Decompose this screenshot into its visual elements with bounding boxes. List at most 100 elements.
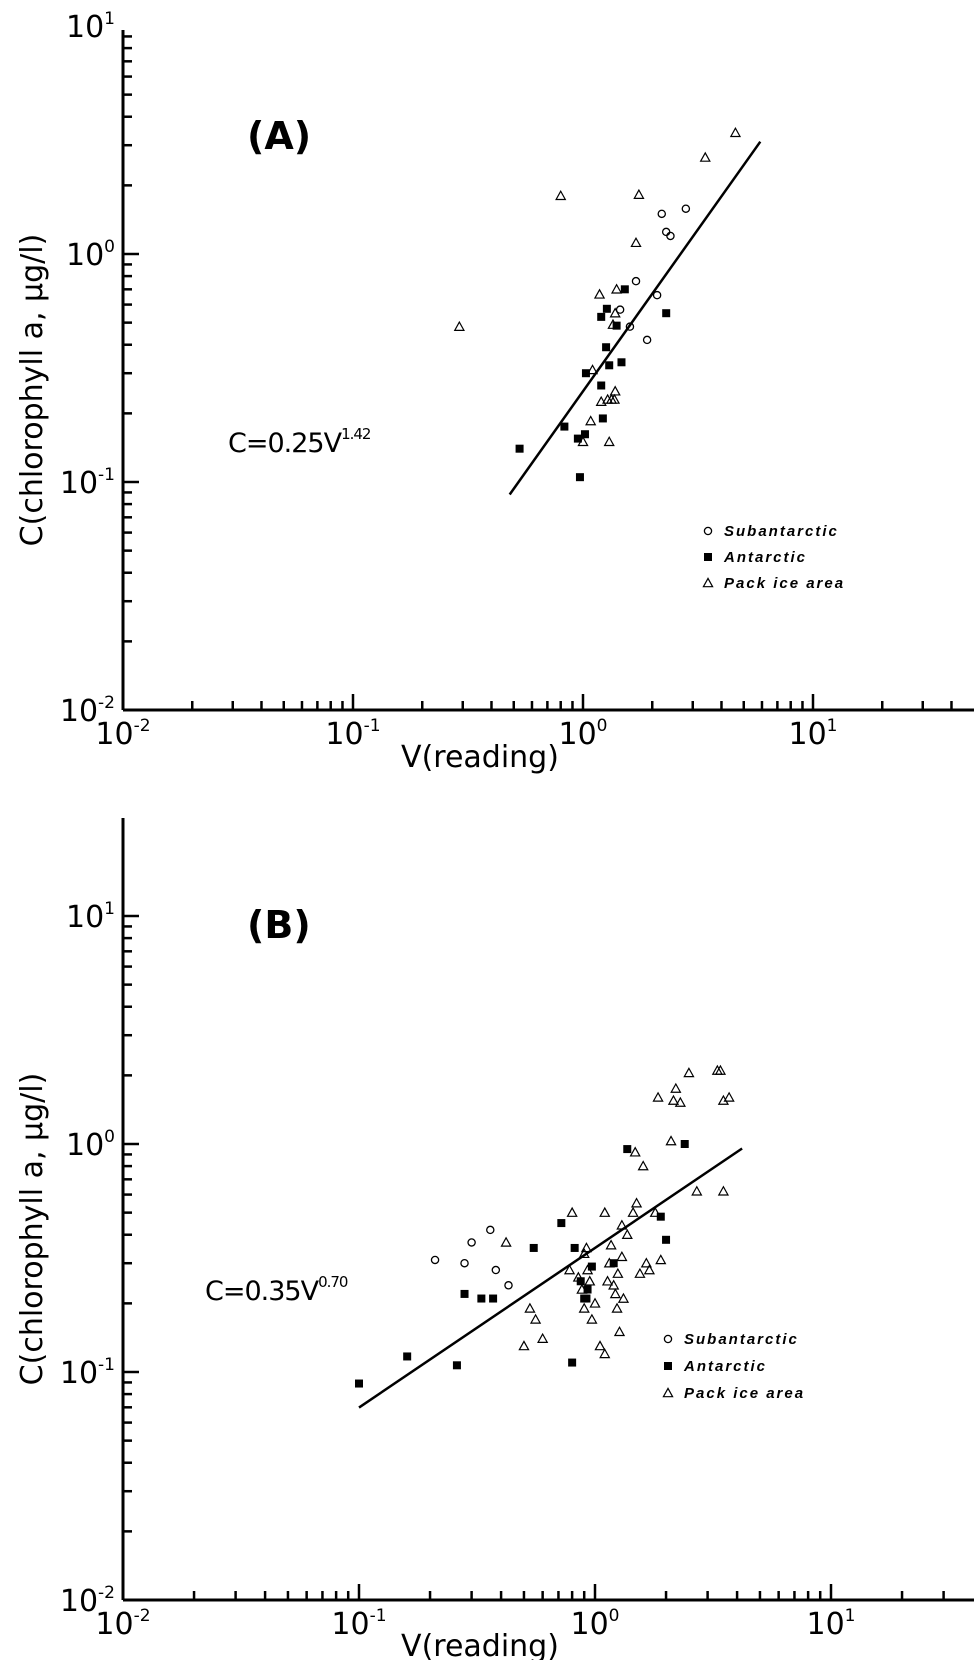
subantarctic-point — [642, 335, 652, 345]
pack-ice-point — [605, 1239, 617, 1250]
pack-ice-point — [609, 307, 621, 318]
pack-ice-point — [640, 1257, 652, 1268]
antarctic-point — [587, 1262, 596, 1271]
x-tick-base: 10 — [95, 1607, 133, 1642]
y-tick-exponent: 1 — [104, 899, 115, 919]
x-tick-exponent: 0 — [597, 716, 608, 736]
subantarctic-point — [666, 231, 675, 241]
y-axis-label: C(chlorophyll a, µg/l) — [15, 1073, 50, 1386]
x-tick-exponent: -1 — [364, 716, 381, 736]
pack-ice-point — [578, 1302, 590, 1313]
pack-ice-point — [630, 1197, 643, 1208]
x-tick-label: 100 — [558, 716, 607, 752]
pack-ice-point — [608, 1279, 620, 1290]
pack-ice-point — [599, 1206, 611, 1217]
fit-equation: C=0.35V0.70 — [205, 1273, 348, 1307]
x-tick-exponent: 1 — [827, 716, 838, 736]
pack-ice-point — [578, 1247, 590, 1259]
y-tick-exponent: 1 — [104, 9, 115, 29]
pack-ice-point — [634, 1267, 646, 1278]
x-tick-base: 10 — [558, 717, 596, 752]
pack-ice-point — [608, 393, 621, 404]
pack-ice-point — [616, 1250, 628, 1262]
antarctic-point — [560, 422, 569, 431]
pack-ice-point — [555, 189, 567, 201]
chart-panel-a: 10-2 10-1 100 10110-210-1100101V(reading)C(… — [15, 9, 974, 775]
subantarctic-legend-label: Subantarctic — [684, 1331, 799, 1348]
antarctic-point — [580, 430, 589, 439]
y-tick-exponent: 0 — [104, 237, 115, 257]
y-tick-exponent: -1 — [98, 1355, 115, 1375]
y-tick-base: 10 — [60, 466, 98, 501]
fit-equation-base: C=0.35V — [205, 1276, 320, 1307]
pack-ice-point — [537, 1332, 549, 1343]
x-tick-label: 10-1 — [325, 716, 380, 752]
y-tick-label: 101 — [66, 9, 115, 45]
pack-ice-point — [611, 1302, 623, 1313]
y-tick-base: 10 — [60, 694, 98, 729]
x-tick-exponent: -1 — [370, 1606, 387, 1626]
pack-ice-point — [453, 320, 465, 331]
y-tick-exponent: -1 — [98, 465, 115, 485]
antarctic-point — [609, 1259, 618, 1268]
pack-ice-point — [714, 1064, 727, 1075]
y-tick-base: 10 — [66, 900, 104, 935]
antarctic-point — [598, 414, 607, 423]
antarctic-point — [403, 1352, 412, 1361]
x-tick-base: 10 — [325, 717, 363, 752]
pack-ice-point — [586, 364, 599, 375]
pack-ice-point — [665, 1135, 677, 1146]
y-tick-exponent: -2 — [98, 693, 115, 713]
pack-ice-point — [585, 415, 597, 426]
y-tick-label: 10-2 — [60, 1583, 115, 1619]
pack-ice-point — [603, 436, 615, 447]
x-tick-base: 10 — [788, 717, 826, 752]
antarctic-point — [477, 1294, 486, 1303]
antarctic-legend-marker — [704, 553, 712, 561]
subantarctic-point — [430, 1255, 440, 1265]
subantarctic-point — [657, 209, 667, 219]
antarctic-legend-marker — [664, 1362, 672, 1370]
antarctic-point — [452, 1361, 461, 1370]
pack-ice-point — [599, 1348, 611, 1359]
y-tick-base: 10 — [60, 1356, 98, 1391]
pack-ice-point — [593, 288, 606, 299]
x-tick-base: 10 — [331, 1607, 369, 1642]
y-tick-label: 101 — [66, 899, 115, 935]
pack-ice-point — [667, 1094, 680, 1105]
pack-ice-point — [577, 436, 589, 447]
pack-ice-point — [576, 1283, 588, 1294]
y-tick-base: 10 — [66, 10, 104, 45]
antarctic-point — [597, 312, 606, 321]
antarctic-point — [557, 1219, 566, 1228]
panel-label: (B) — [247, 903, 311, 947]
pack-ice-point — [566, 1206, 578, 1217]
y-tick-label: 100 — [66, 237, 115, 273]
pack-ice-point — [717, 1185, 730, 1196]
subantarctic-legend-marker — [663, 1334, 673, 1344]
subantarctic-point — [486, 1225, 495, 1235]
pack-ice-point — [572, 1271, 584, 1282]
regression-line — [508, 140, 762, 496]
x-tick-label: 101 — [788, 716, 837, 752]
subantarctic-point — [491, 1265, 501, 1275]
antarctic-point — [623, 1145, 632, 1154]
pack-ice-point — [610, 283, 623, 294]
y-tick-base: 10 — [66, 1128, 104, 1163]
pack-ice-point — [581, 1264, 594, 1275]
pack-ice-point — [584, 1275, 596, 1286]
subantarctic-point — [625, 322, 635, 331]
pack-ice-point — [674, 1096, 686, 1107]
pack-ice-point — [729, 126, 742, 138]
antarctic-point — [583, 1285, 592, 1294]
antarctic-point — [662, 309, 671, 318]
pack-ice-point — [613, 1326, 626, 1337]
subantarctic-point — [661, 227, 671, 237]
regression-line — [358, 1147, 743, 1409]
antarctic-point — [656, 1212, 665, 1221]
pack-ice-point — [629, 1146, 641, 1157]
antarctic-point — [573, 434, 582, 443]
pack-ice-legend-marker — [662, 1387, 674, 1398]
antarctic-legend-label: Antarctic — [683, 1358, 767, 1375]
antarctic-point — [597, 381, 606, 390]
